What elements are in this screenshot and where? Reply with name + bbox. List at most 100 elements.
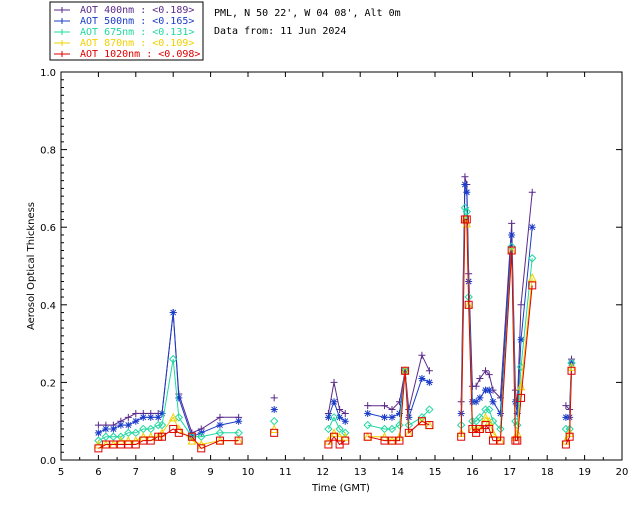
y-tick-label: 0.2	[40, 378, 56, 389]
legend-entry: AOT 870nm : <0.109>	[54, 38, 194, 49]
data-point	[215, 436, 224, 445]
series-2	[94, 203, 576, 445]
data-point	[235, 417, 243, 425]
legend-label: AOT 1020nm : <0.098>	[80, 49, 200, 60]
y-axis-label: Aerosol Optical Thickness	[26, 202, 37, 330]
data-point	[517, 301, 525, 309]
legend: AOT 400nm : <0.189>AOT 500nm : <0.165>AO…	[49, 1, 204, 61]
data-point	[562, 402, 570, 410]
data-point	[528, 188, 536, 196]
data-point	[174, 413, 184, 422]
data-point	[561, 424, 571, 434]
data-point	[387, 424, 397, 434]
legend-marker	[59, 29, 65, 35]
data-point	[132, 409, 140, 417]
y-tick-label: 1.0	[40, 68, 56, 79]
x-axis: 5 6 7 8 9 10 11 12 13 14 15 16 17 18 19 20	[58, 72, 629, 478]
data-point	[462, 207, 471, 216]
data-point	[154, 420, 163, 430]
data-point	[124, 413, 132, 421]
data-point	[158, 409, 166, 417]
data-point	[481, 367, 489, 375]
data-point	[341, 409, 349, 417]
series-layer	[94, 173, 576, 453]
data-point	[425, 378, 433, 386]
x-tick-label: 7	[133, 467, 139, 478]
data-point	[395, 420, 404, 430]
location-info: PML, N 50 22', W 04 08', Alt 0m	[214, 8, 401, 19]
data-point	[425, 405, 434, 414]
data-point	[481, 412, 490, 422]
data-point	[461, 181, 469, 189]
data-point	[461, 173, 469, 181]
data-point	[508, 231, 516, 239]
data-point	[513, 409, 521, 417]
data-point	[269, 416, 279, 426]
data-point	[485, 371, 493, 379]
data-point	[363, 432, 372, 441]
data-point	[485, 424, 494, 433]
legend-marker	[59, 18, 65, 24]
data-point	[489, 398, 497, 406]
series-line	[98, 176, 572, 434]
series-4	[94, 215, 576, 453]
x-tick-label: 10	[242, 467, 255, 478]
data-point	[425, 421, 434, 430]
data-point	[404, 428, 413, 437]
x-tick-label: 20	[616, 467, 629, 478]
data-point	[324, 424, 333, 434]
y-tick-label: 0.8	[40, 146, 56, 157]
data-point	[187, 432, 196, 441]
data-point	[139, 413, 147, 421]
data-point	[197, 444, 206, 453]
data-point	[147, 413, 155, 421]
data-point	[381, 402, 389, 410]
data-point	[457, 432, 466, 441]
data-point	[168, 412, 178, 422]
x-tick-label: 11	[279, 467, 292, 478]
data-point	[468, 398, 476, 406]
data-point	[174, 428, 183, 437]
data-point	[472, 398, 480, 406]
data-point	[395, 436, 404, 445]
data-point	[485, 386, 493, 394]
data-point	[528, 281, 537, 290]
date-info: Data from: 11 Jun 2024	[214, 26, 346, 37]
x-tick-label: 14	[391, 467, 404, 478]
data-point	[109, 425, 117, 433]
data-point	[175, 394, 183, 402]
plot-frame	[60, 71, 623, 461]
data-point	[270, 428, 279, 437]
data-point	[364, 402, 372, 410]
data-point	[270, 394, 278, 402]
data-point	[496, 436, 505, 445]
data-point	[567, 358, 576, 368]
data-point	[463, 188, 471, 196]
data-point	[364, 409, 372, 417]
legend-label: AOT 400nm : <0.189>	[80, 5, 194, 16]
data-point	[401, 366, 410, 375]
data-point	[562, 413, 570, 421]
legend-label: AOT 675nm : <0.131>	[80, 27, 194, 38]
data-point	[405, 413, 413, 421]
legend-marker	[59, 7, 65, 13]
legend-entries: AOT 400nm : <0.189>AOT 500nm : <0.165>AO…	[54, 5, 200, 60]
legend-entry: AOT 400nm : <0.189>	[54, 5, 194, 16]
data-point	[395, 409, 403, 417]
x-tick-label: 18	[541, 467, 554, 478]
data-point	[157, 432, 166, 441]
data-point	[507, 246, 516, 255]
data-point	[341, 436, 350, 445]
data-point	[132, 417, 140, 425]
legend-box	[49, 1, 204, 61]
data-point	[336, 413, 344, 421]
data-point	[324, 440, 333, 449]
data-point	[330, 398, 338, 406]
data-point	[567, 366, 576, 375]
data-point	[425, 367, 433, 375]
data-point	[485, 405, 494, 414]
data-point	[476, 375, 484, 383]
x-tick-label: 8	[170, 467, 176, 478]
legend-label: AOT 500nm : <0.165>	[80, 16, 194, 27]
